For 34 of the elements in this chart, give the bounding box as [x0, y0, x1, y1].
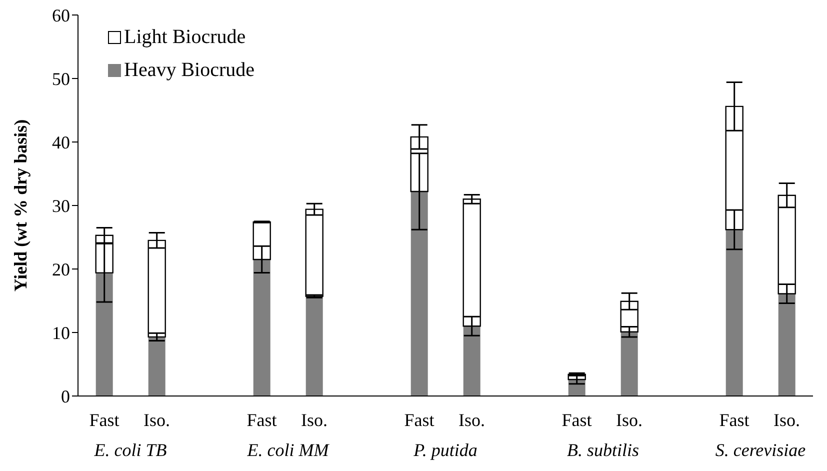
y-tick-label: 0 — [61, 386, 70, 406]
y-axis-title: Yield (wt % dry basis) — [10, 119, 30, 292]
legend-label: Light Biocrude — [124, 26, 246, 49]
bar — [253, 259, 270, 396]
bar — [410, 192, 428, 396]
x-tick-label: Fast — [89, 410, 120, 430]
bar — [620, 332, 638, 396]
x-tick-label: Iso. — [458, 410, 485, 430]
bar — [726, 230, 743, 396]
text: P. putida — [412, 440, 478, 460]
y-tick-label: 60 — [52, 5, 70, 26]
text: S. cerevisiae — [715, 440, 806, 460]
text: E. coli MM — [246, 440, 330, 460]
x-tick-label: Iso. — [301, 410, 328, 430]
legend-label: Heavy Biocrude — [124, 59, 255, 82]
bar — [463, 326, 480, 396]
x-tick-label: Iso. — [774, 410, 800, 430]
y-tick-label: 50 — [52, 68, 70, 89]
y-tick-label: 40 — [52, 132, 70, 152]
y-tick-label: 20 — [52, 259, 70, 280]
x-tick-label: Fast — [562, 410, 592, 430]
x-tick-label: Fast — [404, 410, 434, 430]
text: B. subtilis — [566, 440, 640, 460]
y-tick-label: 30 — [52, 196, 70, 216]
bar — [96, 272, 113, 396]
bar — [148, 336, 166, 396]
x-tick-label: Iso. — [616, 410, 642, 430]
bar — [778, 294, 796, 396]
x-tick-label: Fast — [719, 410, 750, 430]
x-tick-label: Iso. — [144, 410, 170, 430]
text: E. coli TB — [93, 440, 167, 460]
bar — [306, 296, 323, 396]
y-tick-label: 10 — [52, 322, 70, 343]
x-tick-label: Fast — [246, 410, 277, 430]
